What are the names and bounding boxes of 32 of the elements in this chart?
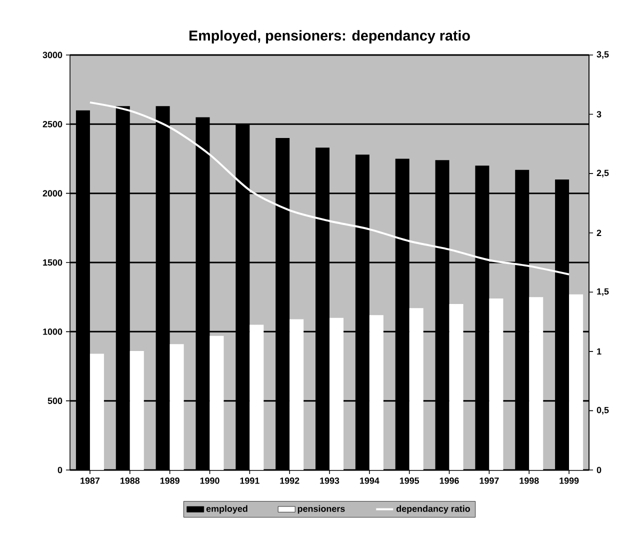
- y2-tick-label: 3: [596, 111, 602, 118]
- x-tick-label: 1991: [240, 478, 260, 484]
- y2-tick-label: 0,5: [596, 406, 609, 415]
- y-tick-label: 1000: [43, 328, 62, 335]
- y2-tick-label: 2: [596, 230, 602, 236]
- y-tick-label: 500: [48, 398, 62, 404]
- x-tick-label: 1988: [120, 478, 140, 484]
- x-tick-label: 1995: [400, 478, 420, 484]
- y-tick-label: 2000: [42, 190, 62, 197]
- x-tick-label: 1992: [280, 478, 300, 484]
- legend-label: pensioners: [298, 505, 345, 514]
- legend-label: dependancy ratio: [396, 505, 470, 514]
- y2-tick-label: 0: [596, 466, 602, 474]
- x-tick-label: 1990: [200, 478, 220, 484]
- x-tick-label: 1997: [480, 478, 499, 484]
- x-tick-label: 1998: [520, 478, 539, 484]
- y2-tick-label: 2,5: [596, 170, 609, 178]
- y2-tick-label: 1,5: [597, 288, 609, 296]
- chart-title: Employed, pensioners: dependancy ratio: [189, 30, 470, 44]
- legend-label: employed: [206, 505, 248, 514]
- y2-tick-label: 1: [597, 348, 602, 355]
- x-tick-label: 1993: [320, 478, 340, 484]
- x-tick-label: 1996: [440, 478, 459, 484]
- y-tick-label: 1500: [43, 259, 62, 266]
- x-tick-label: 1989: [160, 478, 180, 484]
- y-tick-label: 0: [58, 466, 62, 474]
- y-tick-label: 3000: [42, 52, 62, 58]
- x-tick-label: 1994: [360, 478, 380, 484]
- y2-tick-label: 3,5: [596, 51, 609, 59]
- x-tick-label: 1999: [560, 478, 579, 484]
- y-tick-label: 2500: [42, 120, 62, 128]
- x-tick-label: 1987: [80, 478, 100, 484]
